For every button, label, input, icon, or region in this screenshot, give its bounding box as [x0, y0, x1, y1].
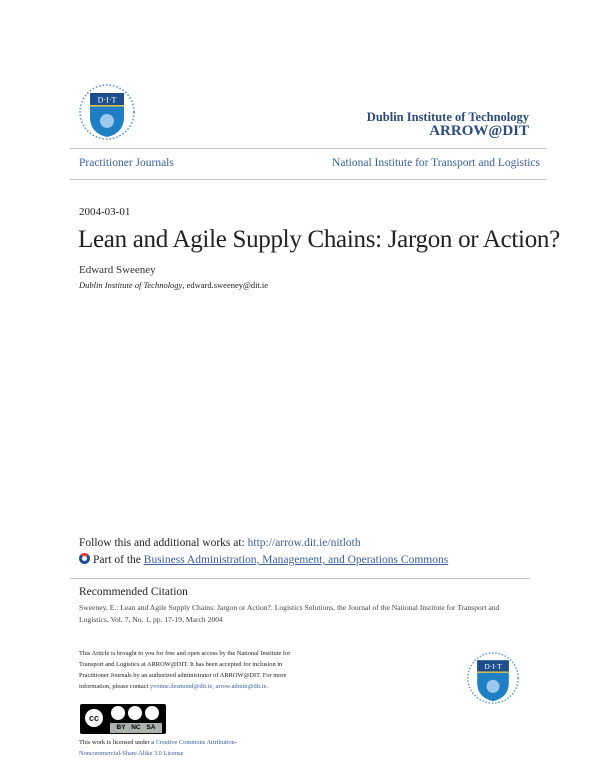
- divider: [70, 179, 547, 180]
- follow-line: Follow this and additional works at: htt…: [79, 537, 361, 549]
- dit-logo: D·I·T: [79, 84, 135, 140]
- cc-badge-text: BY NC SA: [110, 723, 162, 733]
- dit-logo-footer: D·I·T: [467, 652, 519, 704]
- repository-name[interactable]: ARROW@DIT: [429, 123, 529, 139]
- contact-links[interactable]: yvonne.desmond@dit.ie, arrow.admin@dit.i…: [149, 683, 267, 690]
- by-icon: [111, 706, 125, 720]
- citation-heading: Recommended Citation: [79, 586, 188, 598]
- svg-text:D·I·T: D·I·T: [98, 96, 117, 105]
- follow-url-link[interactable]: http://arrow.dit.ie/nitloth: [247, 537, 361, 549]
- affiliation: Dublin Institute of Technology: [79, 280, 183, 290]
- nav-practitioner-journals[interactable]: Practitioner Journals: [79, 157, 174, 169]
- nc-icon: [128, 706, 142, 720]
- institution-name: Dublin Institute of Technology: [366, 110, 529, 124]
- part-of-line: Part of the Business Administration, Man…: [79, 553, 448, 566]
- svg-text:D·I·T: D·I·T: [484, 662, 502, 671]
- sa-icon: [145, 706, 159, 720]
- author-affiliation: Dublin Institute of Technology, edward.s…: [79, 280, 268, 290]
- license-prefix: This work is licensed under a: [79, 739, 156, 746]
- cc-license-badge[interactable]: cc BY NC SA: [80, 704, 166, 734]
- access-text: This Article is brought to you for free …: [79, 648, 294, 692]
- access-statement: This Article is brought to you for free …: [79, 650, 291, 690]
- commons-link[interactable]: Business Administration, Management, and…: [143, 554, 449, 566]
- contact-suffix: .: [266, 683, 269, 690]
- citation-text: Sweeney, E.: Lean and Agile Supply Chain…: [79, 603, 500, 624]
- divider: [70, 148, 547, 149]
- author-name: Edward Sweeney: [79, 264, 156, 276]
- license-text: This work is licensed under a Creative C…: [79, 737, 279, 759]
- author-email: , edward.sweeney@dit.ie: [182, 280, 269, 290]
- license-link[interactable]: Creative Commons Attribution-Noncommerci…: [79, 739, 237, 757]
- article-title: Lean and Agile Supply Chains: Jargon or …: [78, 226, 560, 253]
- follow-prefix: Follow this and additional works at:: [79, 537, 248, 549]
- divider: [70, 578, 530, 579]
- part-prefix: Part of the: [93, 554, 144, 566]
- commons-network-icon: [79, 553, 90, 564]
- cc-icon: cc: [83, 707, 105, 729]
- publication-date: 2004-03-01: [79, 206, 131, 218]
- nav-nitl[interactable]: National Institute for Transport and Log…: [332, 157, 540, 169]
